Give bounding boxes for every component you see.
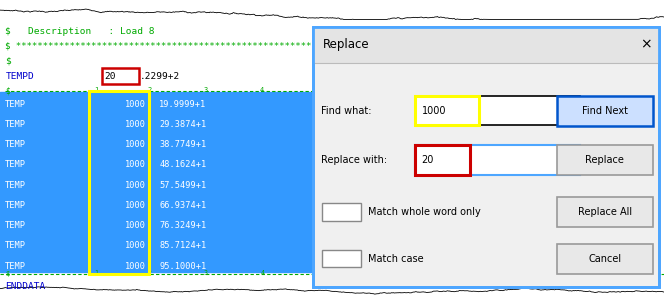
Text: Replace with:: Replace with: [321,155,388,165]
Text: 8: 8 [486,270,490,276]
FancyBboxPatch shape [415,96,580,126]
Text: .2299+2: .2299+2 [139,72,180,81]
Text: 1: 1 [94,87,98,93]
Text: Match whole word only: Match whole word only [368,207,481,217]
Text: 20: 20 [104,72,116,81]
Text: 19.9999+1: 19.9999+1 [159,100,207,109]
Text: Replace: Replace [586,155,624,165]
Text: Find what:: Find what: [321,106,372,116]
Text: Cancel: Cancel [588,254,622,264]
Text: 4: 4 [260,87,264,93]
Text: TEMP: TEMP [5,160,27,169]
Text: TEMP: TEMP [5,221,27,230]
Text: 1000: 1000 [125,140,146,149]
Text: TEMP: TEMP [5,241,27,250]
Text: $: $ [5,57,11,66]
Text: 1000: 1000 [125,120,146,129]
Text: 2: 2 [147,87,151,93]
Text: Match case: Match case [368,254,424,264]
Text: TEMP: TEMP [5,201,27,210]
FancyBboxPatch shape [313,27,659,287]
Text: 48.1624+1: 48.1624+1 [159,160,207,169]
Text: 3: 3 [204,87,208,93]
Text: TEMP: TEMP [5,100,27,109]
Text: $   Description   : Load 8: $ Description : Load 8 [5,27,155,36]
FancyBboxPatch shape [313,27,659,63]
Text: $: $ [5,271,9,277]
Text: Replace: Replace [323,38,370,51]
Text: 6: 6 [373,270,377,276]
Text: 1000: 1000 [422,106,446,116]
FancyBboxPatch shape [557,145,653,175]
Text: 9: 9 [542,270,546,276]
Text: ENDDATA: ENDDATA [5,282,46,291]
FancyBboxPatch shape [415,96,479,126]
Text: 1000: 1000 [125,100,146,109]
Text: TEMP: TEMP [5,120,27,129]
Text: 57.5499+1: 57.5499+1 [159,181,207,190]
Text: 1000: 1000 [125,201,146,210]
Text: 38.7749+1: 38.7749+1 [159,140,207,149]
Text: $: $ [5,87,10,96]
Text: 4: 4 [260,270,264,276]
Text: 1000: 1000 [125,221,146,230]
Text: 1000: 1000 [125,181,146,190]
Text: Replace All: Replace All [578,207,632,217]
Text: 0: 0 [313,87,317,93]
FancyBboxPatch shape [557,197,653,227]
Text: 3: 3 [204,270,208,276]
Text: 1000: 1000 [125,160,146,169]
Text: TEMP: TEMP [5,140,27,149]
Text: 0: 0 [599,270,603,276]
Text: TEMP: TEMP [5,262,27,271]
Text: ×: × [639,38,651,52]
FancyBboxPatch shape [557,96,653,126]
Text: 7: 7 [430,270,434,276]
FancyBboxPatch shape [102,68,139,84]
Text: Find Next: Find Next [582,106,628,116]
Text: $ *******************************************************: $ **************************************… [5,42,311,51]
Text: 76.3249+1: 76.3249+1 [159,221,207,230]
FancyBboxPatch shape [322,204,361,221]
Text: 29.3874+1: 29.3874+1 [159,120,207,129]
FancyBboxPatch shape [415,145,469,175]
Text: 1000: 1000 [125,241,146,250]
Text: 1: 1 [94,270,98,276]
Text: TEMP: TEMP [5,181,27,190]
Text: 85.7124+1: 85.7124+1 [159,241,207,250]
Text: 5: 5 [317,270,321,276]
Text: 66.9374+1: 66.9374+1 [159,201,207,210]
Text: TEMPD: TEMPD [5,72,34,81]
FancyBboxPatch shape [322,250,361,268]
FancyBboxPatch shape [415,145,580,175]
Text: 95.1000+1: 95.1000+1 [159,262,207,271]
Text: 1000: 1000 [125,262,146,271]
FancyBboxPatch shape [557,243,653,274]
Text: 2: 2 [147,270,151,276]
Text: 20: 20 [422,155,434,165]
